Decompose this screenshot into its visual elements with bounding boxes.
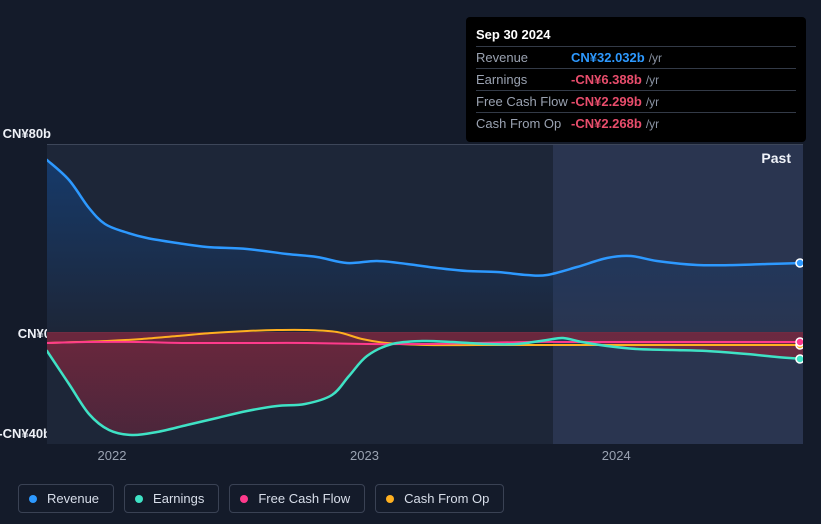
- tooltip-metric-label: Free Cash Flow: [476, 94, 571, 109]
- tooltip-metric-label: Revenue: [476, 50, 571, 65]
- tooltip-unit: /yr: [646, 73, 659, 87]
- tooltip-row: Cash From Op-CN¥2.268b /yr: [476, 112, 796, 134]
- y-axis-label: CN¥80b: [3, 126, 51, 141]
- legend-dot: [240, 495, 248, 503]
- y-axis-label: CN¥0: [18, 326, 51, 341]
- tooltip-metric-value: -CN¥6.388b: [571, 72, 642, 87]
- legend-label: Cash From Op: [404, 491, 489, 506]
- tooltip-unit: /yr: [646, 117, 659, 131]
- legend-item[interactable]: Earnings: [124, 484, 219, 513]
- chart-svg: [47, 144, 803, 444]
- y-axis-label: -CN¥40b: [0, 426, 51, 441]
- legend-dot: [135, 495, 143, 503]
- legend-dot: [29, 495, 37, 503]
- chart-tooltip: Sep 30 2024 RevenueCN¥32.032b /yrEarning…: [466, 17, 806, 142]
- tooltip-metric-label: Earnings: [476, 72, 571, 87]
- tooltip-row: Free Cash Flow-CN¥2.299b /yr: [476, 90, 796, 112]
- tooltip-metric-value: CN¥32.032b: [571, 50, 645, 65]
- x-axis-tick: 2022: [98, 448, 127, 463]
- tooltip-metric-value: -CN¥2.299b: [571, 94, 642, 109]
- x-axis-tick: 2024: [602, 448, 631, 463]
- x-axis-tick: 2023: [350, 448, 379, 463]
- tooltip-unit: /yr: [649, 51, 662, 65]
- legend-item[interactable]: Cash From Op: [375, 484, 504, 513]
- tooltip-metric-label: Cash From Op: [476, 116, 571, 131]
- tooltip-metric-value: -CN¥2.268b: [571, 116, 642, 131]
- legend-label: Revenue: [47, 491, 99, 506]
- legend-label: Free Cash Flow: [258, 491, 350, 506]
- tooltip-unit: /yr: [646, 95, 659, 109]
- legend-item[interactable]: Revenue: [18, 484, 114, 513]
- tooltip-date: Sep 30 2024: [476, 23, 796, 46]
- financials-chart[interactable]: Past: [47, 144, 803, 444]
- legend-item[interactable]: Free Cash Flow: [229, 484, 365, 513]
- legend-dot: [386, 495, 394, 503]
- tooltip-row: Earnings-CN¥6.388b /yr: [476, 68, 796, 90]
- past-label: Past: [761, 150, 791, 166]
- tooltip-row: RevenueCN¥32.032b /yr: [476, 46, 796, 68]
- x-axis: 2022 2023 2024: [47, 448, 803, 468]
- legend-label: Earnings: [153, 491, 204, 506]
- legend: Revenue Earnings Free Cash Flow Cash From O…: [18, 484, 504, 513]
